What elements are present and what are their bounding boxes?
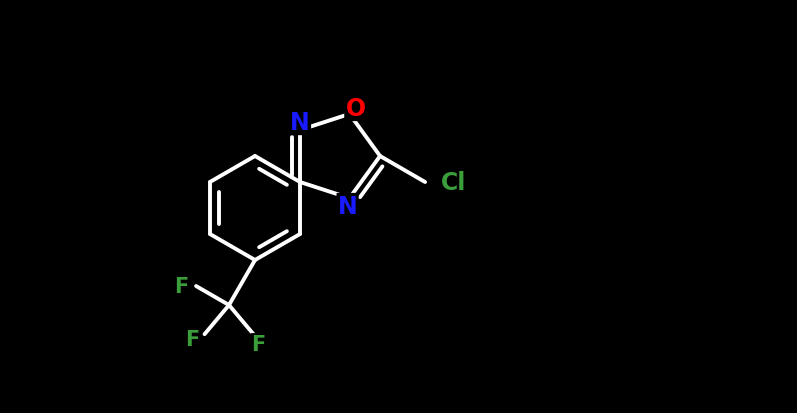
Text: F: F	[174, 276, 188, 296]
Text: F: F	[186, 329, 200, 349]
Text: N: N	[290, 111, 310, 135]
Text: N: N	[338, 195, 357, 218]
Text: O: O	[345, 97, 366, 121]
Text: F: F	[251, 335, 265, 354]
Text: Cl: Cl	[441, 171, 465, 195]
